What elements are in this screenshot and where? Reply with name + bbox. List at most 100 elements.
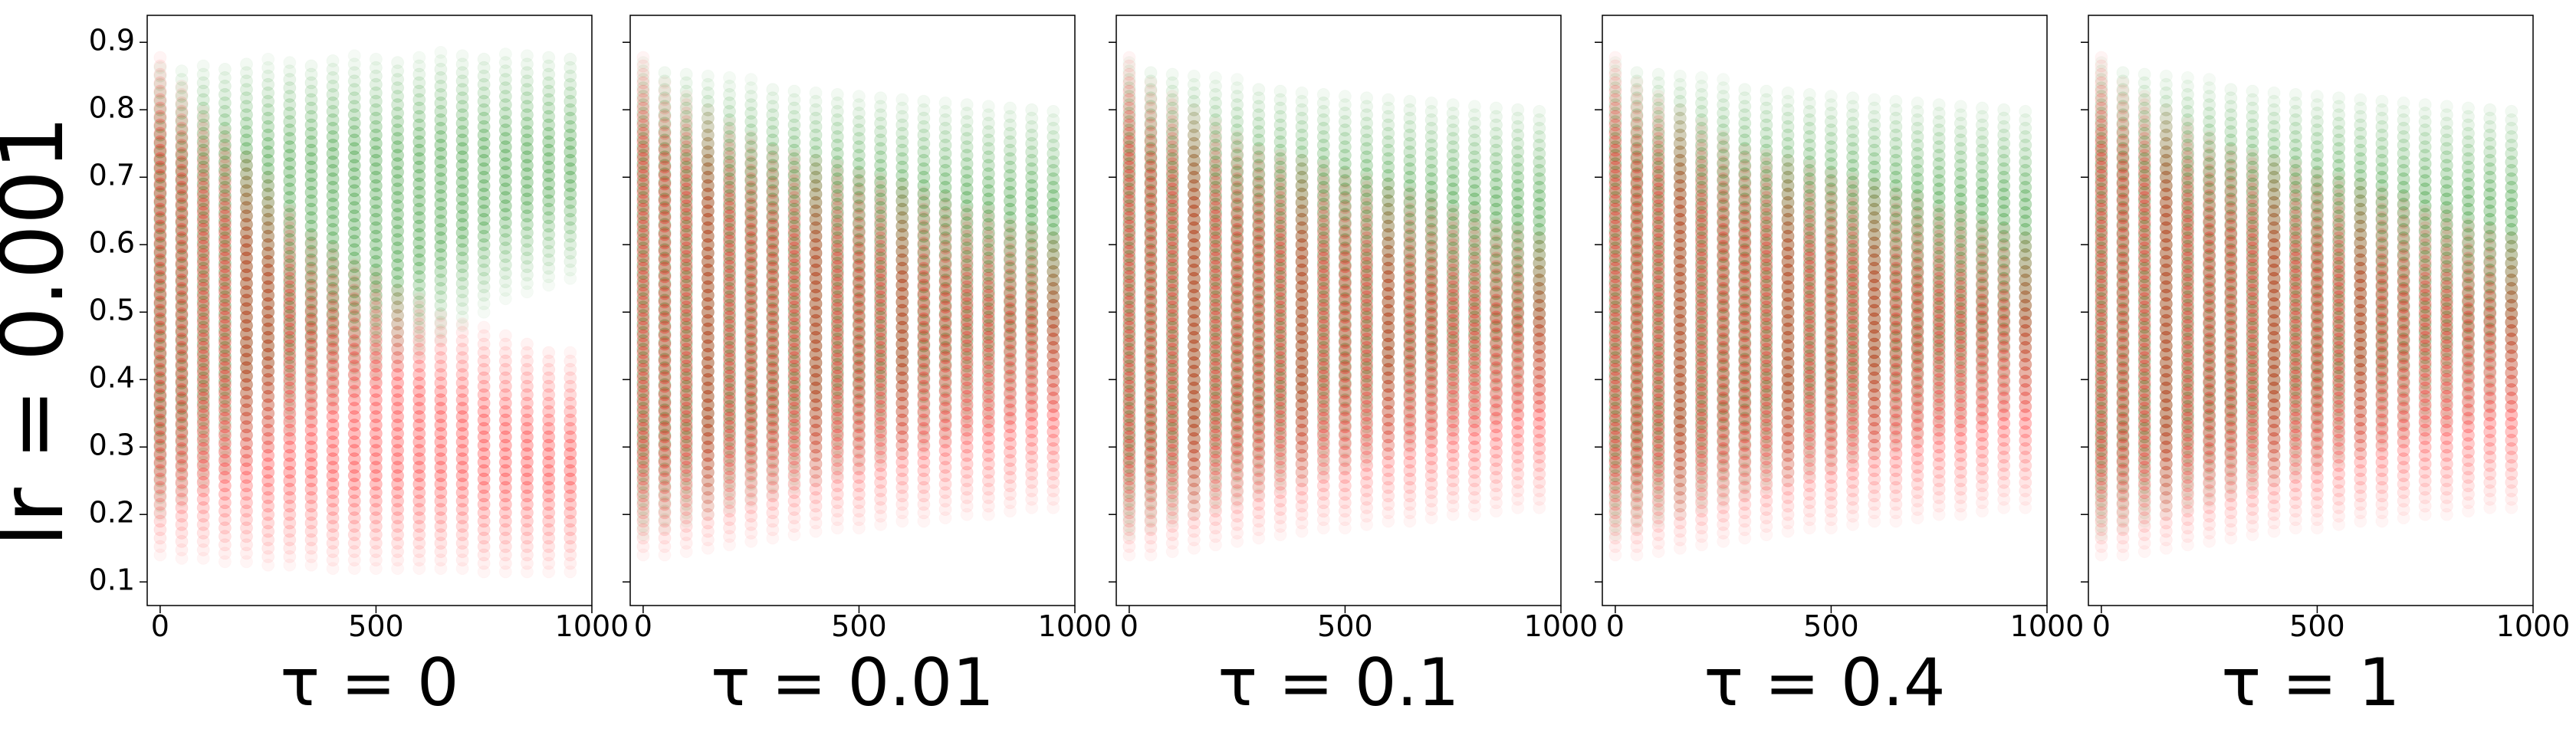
point	[636, 216, 650, 230]
point	[521, 100, 534, 113]
point	[412, 185, 426, 199]
point	[658, 310, 672, 324]
point	[326, 469, 340, 483]
point	[701, 389, 715, 403]
point	[521, 142, 534, 156]
point	[347, 469, 361, 483]
point	[326, 385, 340, 399]
point	[219, 468, 232, 481]
point	[175, 273, 189, 287]
point	[1166, 68, 1179, 80]
point	[1382, 94, 1395, 106]
point	[153, 330, 167, 344]
point	[326, 494, 340, 508]
point	[1274, 85, 1286, 97]
point	[153, 270, 167, 284]
point	[636, 368, 650, 382]
point	[542, 548, 556, 562]
point	[658, 327, 672, 341]
point	[347, 275, 361, 289]
point	[218, 150, 232, 164]
point	[701, 94, 715, 108]
point	[218, 416, 232, 430]
point	[196, 455, 210, 469]
point	[412, 309, 426, 323]
point	[370, 365, 383, 378]
point	[636, 511, 650, 525]
point	[283, 271, 297, 285]
point	[636, 427, 650, 441]
point	[455, 376, 469, 390]
point	[636, 376, 650, 390]
point	[261, 145, 275, 159]
point	[218, 163, 232, 177]
point	[261, 162, 275, 176]
point	[564, 128, 577, 142]
point	[175, 130, 189, 143]
point	[369, 410, 383, 424]
point	[218, 315, 232, 329]
point	[240, 538, 253, 552]
point	[175, 478, 189, 491]
point	[391, 132, 405, 146]
point	[153, 187, 167, 201]
y-tick-label: 0.1	[89, 563, 135, 597]
point	[326, 180, 340, 194]
point	[498, 413, 512, 427]
point	[283, 309, 297, 323]
point	[455, 419, 469, 432]
point	[218, 79, 232, 93]
point	[240, 176, 253, 189]
point	[153, 406, 167, 420]
point	[679, 489, 693, 503]
point	[391, 208, 405, 222]
point	[261, 280, 275, 294]
point	[261, 356, 275, 369]
point	[283, 157, 297, 171]
point	[347, 117, 361, 130]
point	[240, 159, 253, 172]
point	[636, 182, 650, 196]
point	[564, 212, 577, 226]
point	[636, 258, 650, 272]
point	[218, 332, 232, 346]
point	[434, 281, 448, 295]
point	[369, 368, 383, 382]
point	[218, 180, 232, 194]
point	[240, 479, 253, 493]
point	[176, 80, 188, 93]
point	[788, 85, 800, 97]
point	[261, 322, 275, 336]
point	[434, 427, 448, 441]
point	[153, 67, 167, 81]
point	[478, 306, 491, 319]
point	[521, 167, 534, 181]
point	[240, 395, 253, 409]
point	[175, 121, 189, 135]
point	[895, 94, 909, 106]
point	[521, 481, 534, 494]
point	[723, 332, 736, 346]
point	[636, 166, 650, 179]
point	[283, 221, 297, 235]
point	[196, 248, 210, 261]
point	[498, 107, 512, 120]
point	[175, 359, 189, 373]
point	[477, 61, 491, 74]
point	[679, 354, 693, 368]
point	[658, 496, 672, 510]
point	[542, 228, 556, 241]
point	[175, 264, 189, 278]
point	[218, 403, 232, 417]
point	[153, 162, 167, 176]
point	[391, 250, 405, 264]
point	[658, 268, 672, 282]
point	[218, 290, 232, 304]
point	[853, 167, 866, 180]
point	[412, 287, 426, 300]
point	[723, 450, 736, 464]
point	[701, 86, 715, 100]
point	[240, 294, 253, 307]
point	[702, 508, 715, 521]
